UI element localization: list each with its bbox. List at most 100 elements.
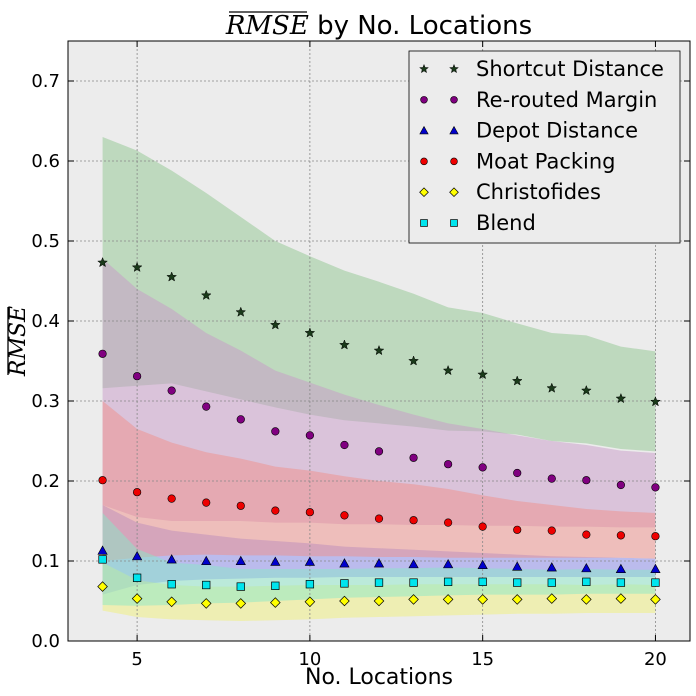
point-4-5 [270, 597, 281, 608]
point-1-9 [409, 453, 418, 462]
point-1-2 [167, 386, 176, 395]
point-0-15 [615, 392, 627, 404]
legend-marker-b-5 [450, 219, 458, 227]
y-tick-label-1: 0.1 [31, 551, 60, 572]
point-0-16 [650, 396, 661, 407]
point-4-7 [339, 595, 350, 607]
point-3-15 [616, 531, 625, 540]
point-2-8 [373, 558, 385, 568]
point-1-5 [271, 427, 280, 436]
point-3-16 [651, 532, 660, 541]
legend-label-2: Depot Distance [476, 119, 638, 143]
point-1-3 [202, 402, 211, 411]
point-4-6 [304, 596, 316, 608]
point-2-11 [477, 559, 488, 569]
point-0-14 [580, 384, 592, 396]
point-0-1 [131, 261, 143, 272]
point-0-11 [477, 368, 489, 380]
point-0-10 [442, 364, 454, 376]
point-5-8 [374, 578, 384, 587]
point-1-8 [374, 447, 384, 456]
point-1-16 [651, 483, 660, 492]
point-0-3 [200, 289, 212, 300]
point-0-2 [166, 271, 178, 282]
point-4-15 [615, 593, 627, 604]
point-2-3 [201, 555, 212, 565]
point-5-9 [409, 578, 418, 587]
point-3-12 [513, 525, 522, 534]
point-1-12 [513, 468, 522, 478]
point-4-3 [200, 598, 212, 609]
point-5-4 [236, 582, 245, 591]
point-5-6 [305, 580, 315, 589]
point-2-12 [512, 561, 523, 571]
point-4-8 [373, 595, 385, 607]
point-2-2 [166, 554, 177, 564]
point-2-5 [270, 556, 281, 566]
point-2-16 [650, 563, 661, 573]
point-0-9 [408, 355, 419, 366]
point-5-1 [132, 573, 142, 582]
point-5-0 [98, 555, 107, 564]
legend-marker-a-5 [420, 219, 428, 227]
point-2-1 [132, 550, 143, 561]
point-4-4 [235, 598, 247, 609]
legend-marker-a-1 [420, 96, 428, 104]
point-0-5 [269, 319, 281, 330]
point-0-8 [373, 344, 385, 356]
point-1-1 [133, 372, 142, 381]
point-3-10 [444, 518, 453, 527]
point-3-2 [167, 494, 176, 503]
point-0-0 [97, 256, 108, 268]
legend-marker-b-0 [449, 63, 459, 74]
point-4-11 [477, 594, 488, 605]
point-1-13 [547, 474, 556, 483]
y-axis-label: RMSE [6, 306, 31, 377]
legend-marker-a-4 [419, 187, 429, 198]
legend-label-1: Re-routed Margin [476, 88, 657, 112]
legend-marker-b-2 [449, 125, 459, 135]
y-tick-label-6: 0.6 [31, 151, 60, 172]
y-tick-label-3: 0.3 [31, 391, 60, 412]
point-1-14 [582, 476, 591, 485]
point-5-12 [513, 578, 522, 587]
legend-marker-a-3 [420, 157, 428, 166]
legend-box [408, 50, 681, 244]
point-5-15 [616, 578, 626, 587]
point-0-12 [511, 375, 523, 386]
legend-marker-b-4 [449, 187, 459, 198]
point-4-9 [408, 594, 419, 605]
point-5-5 [271, 581, 280, 590]
point-4-12 [511, 594, 523, 605]
point-2-6 [304, 556, 315, 566]
point-4-13 [546, 593, 558, 604]
y-tick-label-4: 0.4 [31, 311, 60, 332]
point-1-7 [340, 440, 349, 450]
legend-marker-a-0 [419, 63, 429, 74]
point-3-13 [547, 526, 556, 535]
point-3-9 [409, 516, 418, 525]
point-3-5 [271, 506, 280, 515]
legend-label-5: Blend [476, 211, 536, 235]
point-5-10 [443, 577, 453, 586]
point-4-2 [166, 596, 177, 608]
point-5-16 [651, 578, 660, 587]
legend-label-3: Moat Packing [476, 149, 616, 173]
y-tick-label-7: 0.7 [31, 71, 60, 92]
x-tick-label-1: 10 [298, 649, 321, 670]
point-0-4 [235, 306, 247, 317]
chart-title-math: RMSE [225, 11, 309, 41]
point-5-2 [167, 580, 176, 589]
point-2-0 [97, 545, 108, 555]
chart-title-rest: by No. Locations [309, 11, 532, 41]
legend-marker-b-3 [450, 157, 458, 166]
point-3-6 [305, 508, 314, 517]
point-5-14 [582, 577, 591, 586]
point-4-1 [131, 593, 143, 604]
point-4-0 [97, 581, 108, 592]
point-3-1 [133, 488, 142, 497]
point-0-13 [546, 382, 558, 393]
legend-label-4: Christofides [476, 180, 601, 204]
chart-title: RMSE by No. Locations [225, 11, 532, 41]
